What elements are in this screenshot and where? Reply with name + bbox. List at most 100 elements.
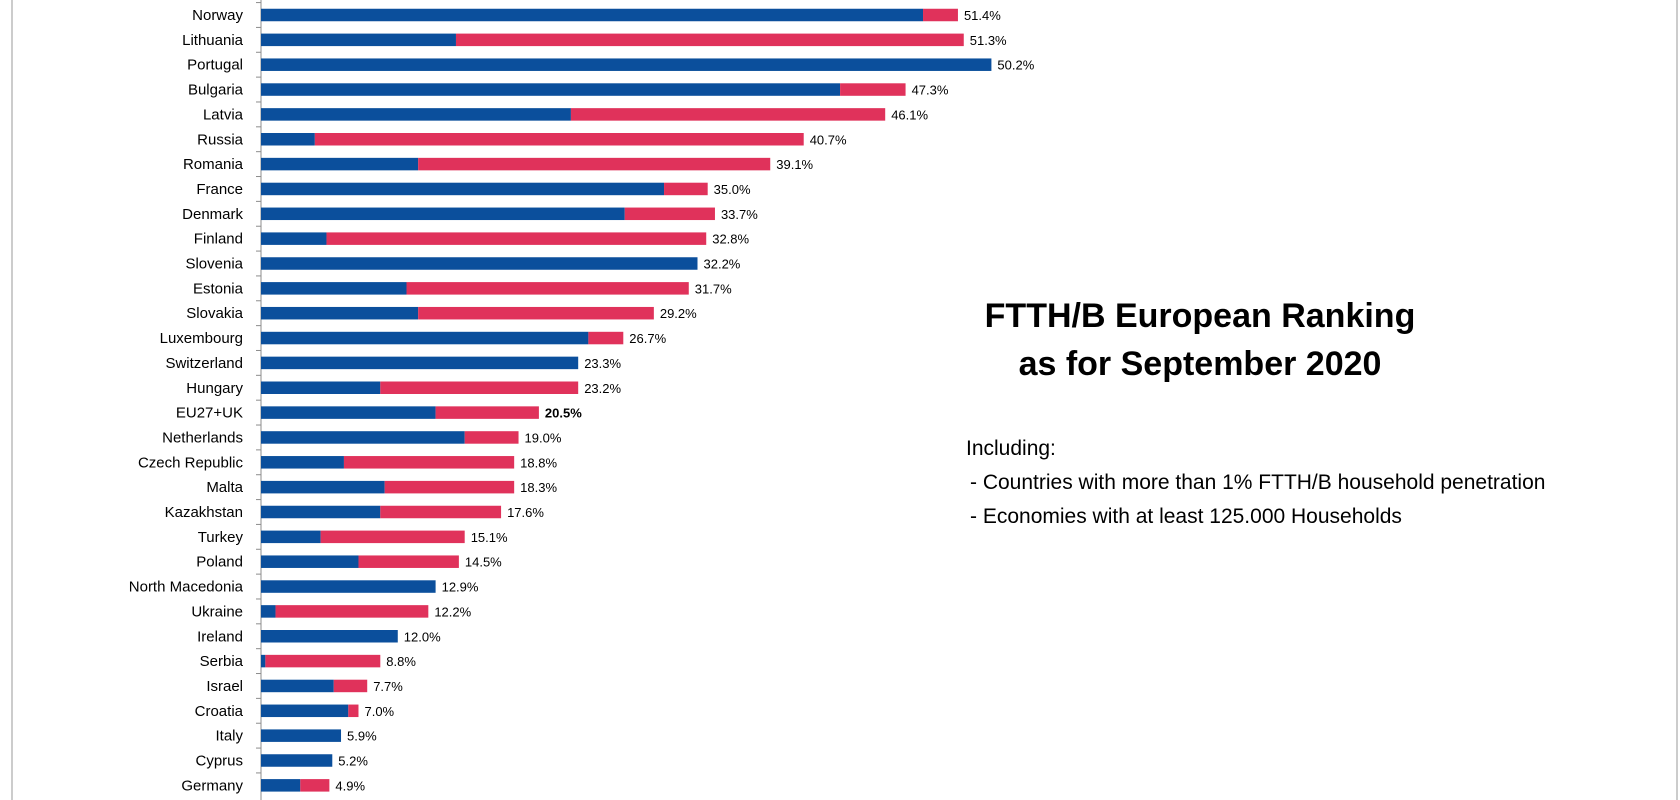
data-label: 29.2% <box>660 306 697 321</box>
notes-heading: Including: <box>966 437 1056 460</box>
bar-segment-red <box>570 108 886 121</box>
bar-segment-red <box>380 381 579 394</box>
data-label: 20.5% <box>545 406 582 421</box>
bar-segment-blue <box>261 257 698 270</box>
bars <box>261 8 992 792</box>
bar-segment-blue <box>261 704 349 718</box>
bar-segment-red <box>435 406 539 419</box>
category-label: France <box>196 181 243 198</box>
bar-segment-blue <box>261 654 266 668</box>
data-label: 35.0% <box>714 182 751 197</box>
bar-segment-red <box>358 555 459 568</box>
bar-segment-red <box>348 704 359 718</box>
note-item-2: - Economies with at least 125.000 Househ… <box>970 505 1402 528</box>
data-label: 32.2% <box>704 257 741 272</box>
bar-segment-blue <box>261 331 589 345</box>
bar-segment-red <box>314 133 804 146</box>
bar-segment-blue <box>261 480 385 494</box>
bar-segment-red <box>418 157 771 171</box>
category-label: Kazakhstan <box>165 504 243 521</box>
bar-segment-blue <box>261 133 315 146</box>
bar-segment-blue <box>261 580 436 593</box>
bar-segment-red <box>840 83 906 96</box>
bar-segment-blue <box>261 431 465 444</box>
category-label: Cyprus <box>195 753 243 770</box>
data-label: 5.2% <box>338 754 368 769</box>
category-label: Luxembourg <box>160 330 243 347</box>
category-label: Russia <box>197 131 244 148</box>
category-label: Czech Republic <box>138 454 244 471</box>
bar-segment-blue <box>261 630 398 643</box>
data-label: 47.3% <box>912 83 949 98</box>
data-label: 17.6% <box>507 505 544 520</box>
bar-segment-blue <box>261 282 407 295</box>
category-label: Norway <box>192 7 243 24</box>
data-label: 12.9% <box>442 580 479 595</box>
chart-subtitle: as for September 2020 <box>1018 345 1382 383</box>
data-label: 32.8% <box>712 232 749 247</box>
bar-segment-red <box>418 306 654 320</box>
category-label: Italy <box>215 728 243 745</box>
labels: Norway 51.4% Lithuania 51.3% Portugal 50.2% Bu… <box>129 7 1035 794</box>
category-label: Ukraine <box>191 603 243 620</box>
bar-segment-red <box>464 431 519 444</box>
bar-segment-blue <box>261 83 841 96</box>
bar-segment-red <box>455 33 964 47</box>
data-label: 7.7% <box>373 679 403 694</box>
category-label: Lithuania <box>182 32 244 49</box>
data-label: 8.8% <box>386 654 416 669</box>
data-label: 50.2% <box>997 58 1034 73</box>
chart-notes: Including: - Countries with more than 1%… <box>966 432 1545 534</box>
category-label: Latvia <box>203 106 244 123</box>
category-label: Netherlands <box>162 429 243 446</box>
category-label: Hungary <box>186 380 243 397</box>
bar-segment-blue <box>261 530 321 544</box>
bar-segment-red <box>384 480 515 494</box>
bar-segment-blue <box>261 8 924 22</box>
data-label: 23.3% <box>584 356 621 371</box>
category-label: Switzerland <box>165 355 243 372</box>
category-label: Slovakia <box>186 305 243 322</box>
bar-segment-blue <box>261 605 276 618</box>
bar-segment-blue <box>261 505 381 519</box>
bar-segment-blue <box>261 182 665 196</box>
bar-segment-blue <box>261 406 436 419</box>
bar-segment-red <box>664 182 708 196</box>
bar-segment-blue <box>261 207 625 221</box>
bar-segment-red <box>333 679 368 693</box>
category-label: North Macedonia <box>129 579 244 596</box>
data-label: 40.7% <box>810 132 847 147</box>
data-label: 31.7% <box>695 281 732 296</box>
bar-segment-red <box>588 331 624 345</box>
data-label: 12.0% <box>404 629 441 644</box>
bar-segment-red <box>265 654 381 668</box>
category-label: Finland <box>194 231 243 248</box>
category-label: Germany <box>181 777 243 794</box>
bar-segment-blue <box>261 456 344 469</box>
bar-segment-blue <box>261 232 327 245</box>
category-label: Croatia <box>195 703 244 720</box>
bar-segment-red <box>320 530 465 544</box>
bar-segment-blue <box>261 306 419 320</box>
data-label: 12.2% <box>434 604 471 619</box>
category-label: Estonia <box>193 280 244 297</box>
data-label: 33.7% <box>721 207 758 222</box>
data-label: 15.1% <box>471 530 508 545</box>
bar-segment-blue <box>261 157 419 171</box>
bar-segment-blue <box>261 33 456 47</box>
bar-segment-blue <box>261 356 579 370</box>
category-label: Bulgaria <box>188 82 244 99</box>
data-label: 18.8% <box>520 455 557 470</box>
bar-segment-red <box>326 232 707 245</box>
data-label: 4.9% <box>335 778 365 793</box>
bar-segment-blue <box>261 108 571 121</box>
note-item-1: - Countries with more than 1% FTTH/B hou… <box>970 471 1546 494</box>
bar-segment-blue <box>261 679 334 693</box>
data-label: 46.1% <box>891 107 928 122</box>
category-label: Denmark <box>182 206 243 223</box>
data-label: 7.0% <box>364 704 394 719</box>
data-label: 14.5% <box>465 555 502 570</box>
bar-segment-red <box>343 456 515 469</box>
category-label: Slovenia <box>185 256 243 273</box>
